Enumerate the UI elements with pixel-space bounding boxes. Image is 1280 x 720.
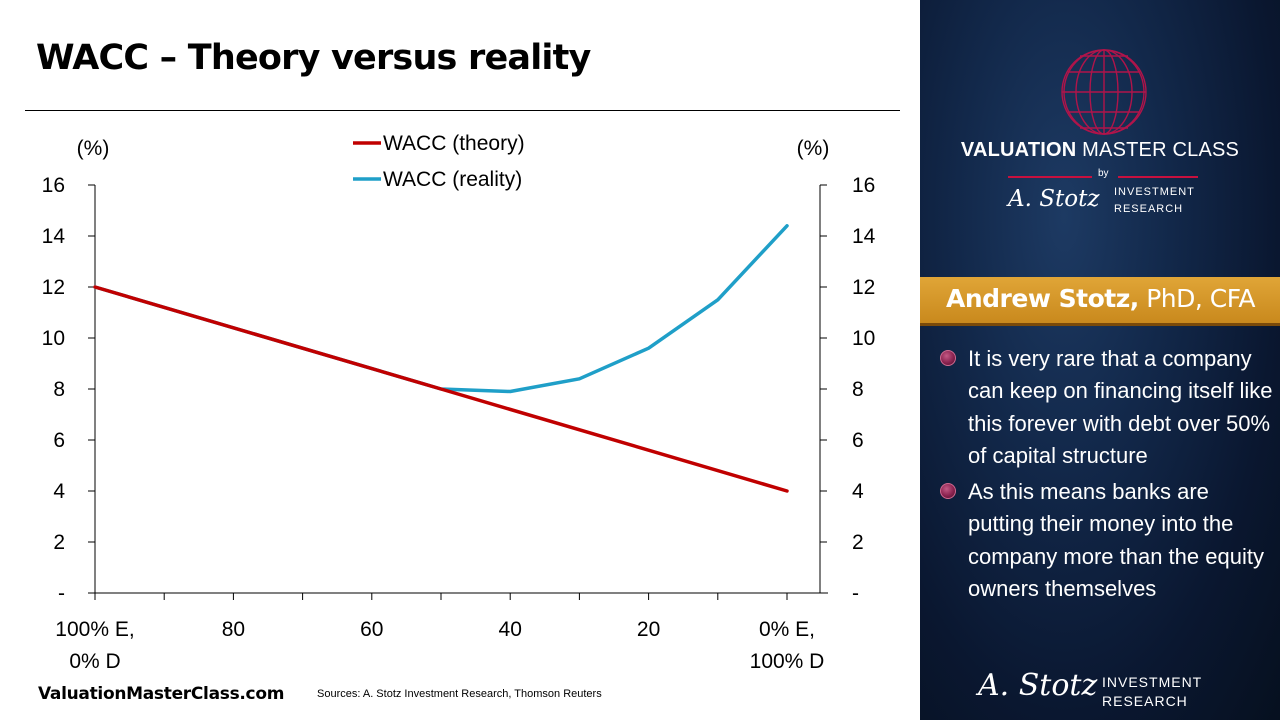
- bullet-item: As this means banks are putting their mo…: [938, 476, 1278, 605]
- y-tick-label-right: 6: [852, 429, 864, 452]
- right-panel: VALUATION MASTER CLASS by A. Stotz INVES…: [920, 0, 1280, 720]
- presenter-bar: Andrew Stotz, PhD, CFA: [920, 277, 1280, 326]
- title-divider: [25, 110, 900, 111]
- slide-title: WACC – Theory versus reality: [36, 38, 591, 78]
- y-tick-label-right: -: [852, 582, 859, 605]
- x-tick-label: 60: [360, 618, 383, 641]
- legend-label: WACC (reality): [383, 168, 522, 191]
- brand-title-bold: VALUATION: [960, 139, 1077, 161]
- bullet-text: As this means banks are putting their mo…: [968, 479, 1264, 602]
- brand-divider-left: [1008, 176, 1092, 178]
- x-tick-label: 40: [499, 618, 522, 641]
- series-line-reality: [93, 224, 789, 394]
- y-tick-label-right: 8: [852, 378, 864, 401]
- x-tick-label: 0% E,: [759, 618, 815, 641]
- x-tick-label: 100% E,: [55, 618, 134, 641]
- y-tick-label-right: 4: [852, 480, 864, 503]
- x-tick-label-line2: 0% D: [69, 650, 120, 673]
- brand-divider-right: [1118, 176, 1198, 178]
- brand-signature-sub-line2: RESEARCH: [1114, 203, 1184, 215]
- x-tick-label: 80: [222, 618, 245, 641]
- y-tick-label-left: 16: [42, 174, 65, 197]
- bullet-dot-icon: [940, 350, 956, 366]
- bullet-list: It is very rare that a company can keep …: [938, 343, 1278, 609]
- y-tick-label-right: 12: [852, 276, 875, 299]
- y-tick-label-right: 2: [852, 531, 864, 554]
- series-line-theory: [93, 285, 789, 493]
- y-tick-label-right: 16: [852, 174, 875, 197]
- brand-by: by: [1098, 168, 1109, 179]
- y-tick-label-left: 2: [53, 531, 65, 554]
- presenter-name-bold: Andrew Stotz,: [946, 284, 1139, 313]
- brand-signature-sub: INVESTMENT RESEARCH: [1114, 184, 1195, 218]
- x-tick-label-line2: 100% D: [750, 650, 825, 673]
- footer-signature-sub-line2: RESEARCH: [1102, 693, 1188, 709]
- brand-signature-sub-line1: INVESTMENT: [1114, 186, 1195, 198]
- y-tick-label-right: 14: [852, 225, 876, 248]
- bullet-dot-icon: [940, 483, 956, 500]
- presenter-credentials: PhD, CFA: [1138, 284, 1255, 313]
- y-tick-label-left: 12: [42, 276, 65, 299]
- brand-title: VALUATION MASTER CLASS: [920, 139, 1280, 162]
- brand-title-rest: MASTER CLASS: [1076, 139, 1240, 161]
- y-tick-label-right: 10: [852, 327, 875, 350]
- footer-signature-sub: INVESTMENT RESEARCH: [1102, 673, 1202, 711]
- y-axis-unit-right: (%): [797, 137, 830, 160]
- y-tick-label-left: 6: [53, 429, 65, 452]
- presenter-name: Andrew Stotz, PhD, CFA: [946, 284, 1255, 313]
- y-tick-label-left: 10: [42, 327, 65, 350]
- footer-signature: A. Stotz: [978, 668, 1098, 703]
- footer-signature-sub-line1: INVESTMENT: [1102, 674, 1203, 690]
- y-tick-label-left: -: [58, 582, 65, 605]
- x-tick-label: 20: [637, 618, 660, 641]
- bullet-text: It is very rare that a company can keep …: [968, 346, 1273, 468]
- legend-label: WACC (theory): [383, 132, 525, 155]
- bullet-item: It is very rare that a company can keep …: [938, 343, 1278, 472]
- website-label: ValuationMasterClass.com: [38, 684, 285, 704]
- globe-logo-icon: [1061, 49, 1147, 135]
- y-tick-label-left: 14: [42, 225, 66, 248]
- sources-note: Sources: A. Stotz Investment Research, T…: [317, 688, 602, 700]
- y-axis-unit-left: (%): [77, 137, 110, 160]
- brand-signature: A. Stotz: [1008, 186, 1100, 212]
- y-tick-label-left: 8: [53, 378, 65, 401]
- wacc-line-chart: - - 2 2 4 4 6 6 8 8 10 10 12 12 14 14 16 16 (%) (%) 100% E, 0…: [42, 132, 876, 673]
- y-tick-label-left: 4: [53, 480, 65, 503]
